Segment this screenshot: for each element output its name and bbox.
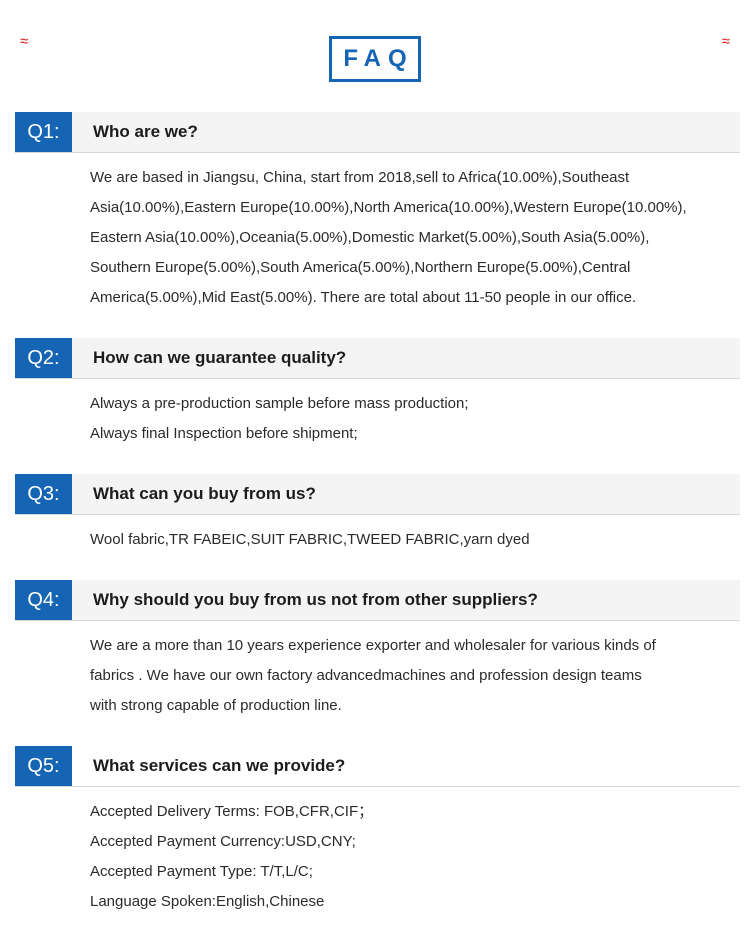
- corner-mark-right: ≈: [721, 33, 730, 50]
- answer-line: Accepted Payment Currency:USD,CNY;: [90, 833, 356, 850]
- faq-item: Q5: What services can we provide? Accept…: [0, 746, 750, 929]
- question-text: Who are we?: [93, 122, 198, 141]
- answer-line: fabrics . We have our own factory advanc…: [90, 667, 642, 684]
- answer: Wool fabric,TR FABEIC,SUIT FABRIC,TWEED …: [0, 515, 750, 567]
- answer-line: Asia(10.00%),Eastern Europe(10.00%),Nort…: [90, 199, 687, 216]
- answer-line: Eastern Asia(10.00%),Oceania(5.00%),Dome…: [90, 229, 650, 246]
- question-bar: Who are we?: [72, 112, 740, 152]
- answer-line: Wool fabric,TR FABEIC,SUIT FABRIC,TWEED …: [90, 531, 530, 548]
- answer: Always a pre-production sample before ma…: [0, 379, 750, 461]
- answer-line: Accepted Delivery Terms: FOB,CFR,CIF；: [90, 803, 374, 820]
- answer-line: Southern Europe(5.00%),South America(5.0…: [90, 259, 631, 276]
- answer-line: We are based in Jiangsu, China, start fr…: [90, 169, 630, 186]
- answer-line: with strong capable of production line.: [90, 697, 342, 714]
- faq-item: Q3: What can you buy from us? Wool fabri…: [0, 474, 750, 567]
- faq-item: Q4: Why should you buy from us not from …: [0, 580, 750, 733]
- page-title: FAQ: [329, 36, 421, 82]
- faq-item: Q2: How can we guarantee quality? Always…: [0, 338, 750, 461]
- question-row: Q1: Who are we?: [15, 112, 740, 153]
- answer: We are based in Jiangsu, China, start fr…: [0, 153, 750, 325]
- question-bar: Why should you buy from us not from othe…: [72, 580, 740, 620]
- answer-line: America(5.00%),Mid East(5.00%). There ar…: [90, 289, 637, 306]
- corner-mark-left: ≈: [20, 33, 28, 50]
- question-row: Q2: How can we guarantee quality?: [15, 338, 740, 379]
- question-text: How can we guarantee quality?: [93, 348, 347, 367]
- question-text: Why should you buy from us not from othe…: [93, 590, 538, 609]
- question-badge: Q2:: [15, 338, 72, 378]
- question-badge: Q3:: [15, 474, 72, 514]
- question-row: Q4: Why should you buy from us not from …: [15, 580, 740, 621]
- answer-line: Always final Inspection before shipment;: [90, 425, 358, 442]
- faq-item: Q1: Who are we? We are based in Jiangsu,…: [0, 112, 750, 325]
- answer: We are a more than 10 years experience e…: [0, 621, 750, 733]
- question-text: What services can we provide?: [93, 756, 346, 775]
- question-bar: What can you buy from us?: [72, 474, 740, 514]
- question-badge: Q5:: [15, 746, 72, 786]
- question-badge: Q4:: [15, 580, 72, 620]
- question-text: What can you buy from us?: [93, 484, 316, 503]
- question-row: Q5: What services can we provide?: [15, 746, 740, 787]
- answer: Accepted Delivery Terms: FOB,CFR,CIF； Acc…: [0, 787, 750, 929]
- question-row: Q3: What can you buy from us?: [15, 474, 740, 515]
- answer-line: We are a more than 10 years experience e…: [90, 637, 656, 654]
- answer-line: Always a pre-production sample before ma…: [90, 395, 469, 412]
- question-badge: Q1:: [15, 112, 72, 152]
- question-bar: What services can we provide?: [72, 746, 740, 786]
- answer-line: Language Spoken:English,Chinese: [90, 893, 325, 910]
- question-bar: How can we guarantee quality?: [72, 338, 740, 378]
- answer-line: Accepted Payment Type: T/T,L/C;: [90, 863, 313, 880]
- faq-list: Q1: Who are we? We are based in Jiangsu,…: [0, 112, 750, 929]
